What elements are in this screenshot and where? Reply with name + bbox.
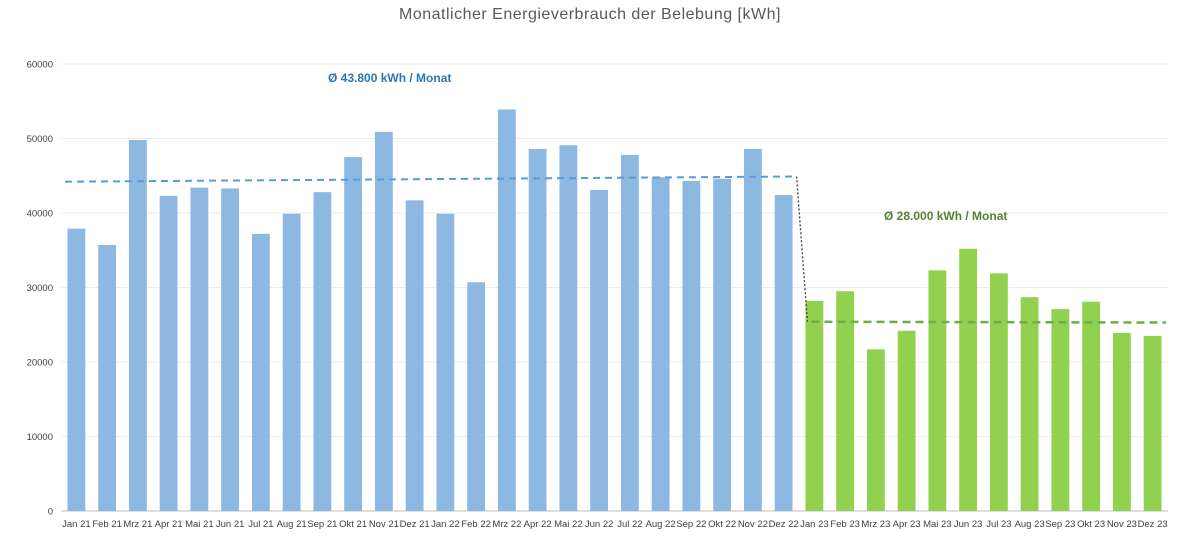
x-tick-label: Dez 22 (769, 519, 799, 530)
x-tick-label: Sep 21 (307, 519, 337, 530)
bar (805, 300, 824, 511)
bar (651, 177, 670, 512)
x-tick-label: Jun 22 (585, 519, 614, 530)
x-tick-label: Okt 23 (1077, 519, 1105, 530)
bar (620, 154, 639, 511)
bar (467, 282, 486, 511)
x-tick-label: Apr 23 (893, 519, 921, 530)
bar (1143, 335, 1162, 511)
y-tick-label: 40000 (27, 209, 53, 220)
x-tick-label: Nov 21 (369, 519, 399, 530)
bar (98, 245, 117, 511)
x-tick-label: Aug 21 (277, 519, 307, 530)
x-tick-label: Dez 21 (400, 519, 430, 530)
x-tick-label: Jul 23 (986, 519, 1011, 530)
x-tick-label: Mrz 22 (492, 519, 521, 530)
x-tick-label: Apr 22 (524, 519, 552, 530)
y-tick-label: 20000 (27, 358, 53, 369)
bar (313, 192, 332, 511)
x-tick-label: Nov 23 (1107, 519, 1137, 530)
x-tick-label: Aug 23 (1015, 519, 1045, 530)
x-tick-label: Feb 22 (461, 519, 491, 530)
y-tick-label: 0 (48, 507, 53, 518)
bar (528, 148, 547, 511)
y-tick-label: 50000 (27, 134, 53, 145)
x-tick-label: Mai 23 (923, 519, 952, 530)
x-tick-label: Jul 21 (248, 519, 273, 530)
x-tick-label: Aug 22 (646, 519, 676, 530)
x-tick-label: Dez 23 (1138, 519, 1168, 530)
x-tick-label: Nov 22 (738, 519, 768, 530)
average-label-2023: Ø 28.000 kWh / Monat (884, 209, 1007, 223)
bar (374, 131, 393, 512)
bar (282, 213, 301, 511)
bar (713, 178, 732, 512)
bar (959, 248, 978, 511)
x-tick-label: Feb 23 (830, 519, 860, 530)
bars (67, 109, 1162, 512)
x-tick-label: Okt 21 (339, 519, 367, 530)
x-axis-ticks: Jan 21 Feb 21 Mrz 21 Apr 21 Mai 21 Jun 21 Jul … (62, 519, 1168, 530)
y-tick-label: 10000 (27, 432, 53, 443)
average-lines: Ø 43.800 kWh / Monat Ø 28.000 kWh / Monat (64, 71, 1167, 324)
bar (436, 213, 455, 511)
x-tick-label: Mrz 21 (123, 519, 152, 530)
bar (928, 270, 947, 511)
bar (1020, 297, 1039, 511)
x-tick-label: Jan 22 (431, 519, 460, 530)
bar (128, 139, 147, 512)
bar (190, 187, 209, 512)
bar (497, 109, 516, 511)
bar (866, 349, 885, 511)
bar (743, 148, 762, 511)
bar (989, 273, 1008, 511)
x-tick-label: Mai 21 (185, 519, 214, 530)
bar (682, 180, 701, 511)
y-tick-label: 30000 (27, 283, 53, 294)
bar (590, 189, 609, 511)
x-tick-label: Sep 23 (1045, 519, 1075, 530)
x-tick-label: Jan 23 (800, 519, 829, 530)
bar (159, 195, 178, 512)
average-label-2021-2022: Ø 43.800 kWh / Monat (328, 71, 451, 85)
x-tick-label: Jul 22 (617, 519, 642, 530)
x-tick-label: Jun 23 (954, 519, 983, 530)
average-transition-line (795, 176, 809, 322)
x-tick-label: Mrz 23 (861, 519, 890, 530)
gridlines (61, 63, 1168, 512)
average-line-2021-2022 (64, 175, 797, 183)
bar (251, 233, 270, 512)
y-tick-label: 60000 (27, 60, 53, 71)
chart-title: Monatlicher Energieverbrauch der Belebun… (399, 6, 781, 23)
bar (559, 145, 578, 511)
bar (221, 188, 240, 512)
x-tick-label: Apr 21 (155, 519, 183, 530)
x-tick-label: Sep 22 (676, 519, 706, 530)
y-axis-ticks: 0 10000 20000 30000 40000 50000 60000 (27, 60, 53, 518)
x-tick-label: Feb 21 (92, 519, 122, 530)
average-line-2023 (811, 320, 1167, 324)
bar (897, 330, 916, 511)
bar (405, 200, 424, 511)
bar (1082, 301, 1101, 511)
bar (774, 195, 793, 511)
bar (67, 228, 86, 511)
bar (344, 157, 363, 511)
bar (836, 291, 855, 511)
bar (1112, 332, 1131, 511)
bar (1051, 309, 1070, 511)
x-tick-label: Jun 21 (216, 519, 245, 530)
x-tick-label: Jan 21 (62, 519, 91, 530)
x-tick-label: Mai 22 (554, 519, 583, 530)
x-tick-label: Okt 22 (708, 519, 736, 530)
